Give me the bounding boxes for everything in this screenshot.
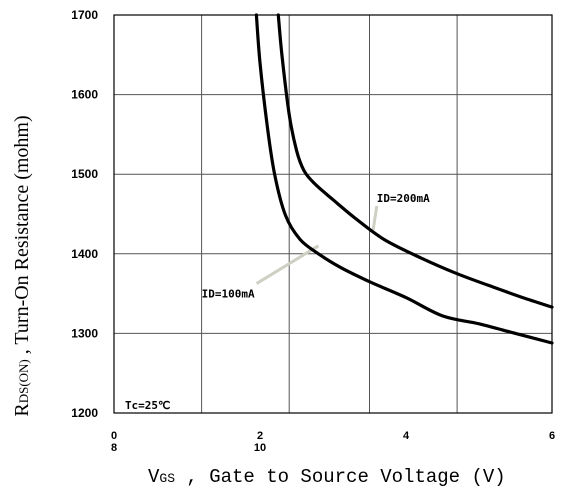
annotation-label: Tc=25℃ [125, 399, 170, 412]
x-tick-sublabel: 8 [111, 442, 117, 454]
y-axis-title: RDS(ON) , Turn-On Resistance (mohm) [11, 115, 33, 416]
annotation-label: ID=100mA [202, 288, 255, 301]
x-tick-label: 2 [257, 430, 263, 442]
y-axis-title-main: R [11, 403, 33, 417]
series-line [254, 13, 554, 345]
y-tick-label: 1500 [71, 167, 98, 181]
annotation-leaders [255, 205, 379, 285]
x-axis-title-rest: , Gate to Source Voltage (V) [175, 466, 506, 488]
x-tick-label: 6 [549, 430, 555, 442]
plot-frame [113, 14, 553, 414]
y-axis-title-subscript: DS(ON) [16, 359, 31, 403]
y-tick-label: 1700 [71, 8, 98, 22]
grid [114, 15, 552, 413]
x-tick-labels: 08 210 4 6 [111, 430, 555, 454]
x-tick-label: 4 [403, 430, 410, 442]
series-line [276, 13, 554, 309]
y-tick-label: 1400 [71, 247, 98, 261]
y-tick-label: 1600 [71, 88, 98, 102]
annotation-label: ID=200mA [377, 192, 430, 205]
x-axis-title: VGS , Gate to Source Voltage (V) [148, 466, 506, 488]
annotation-leader [255, 244, 320, 285]
x-axis-title-subscript: GS [159, 471, 175, 486]
y-tick-label: 1300 [71, 326, 98, 340]
x-tick-label: 0 [111, 430, 117, 442]
annotation-leader [371, 205, 379, 231]
plot-area [114, 15, 552, 413]
y-tick-label: 1200 [71, 406, 98, 420]
annotations: ID=200mA ID=100mA Tc=25℃ [125, 192, 430, 412]
y-axis-title-rest: , Turn-On Resistance (mohm) [11, 115, 33, 359]
x-tick-sublabel: 10 [254, 442, 266, 454]
series-lines [254, 13, 554, 345]
x-axis-title-main: V [148, 466, 160, 488]
y-tick-labels: 1200 1300 1400 1500 1600 1700 [71, 8, 98, 420]
